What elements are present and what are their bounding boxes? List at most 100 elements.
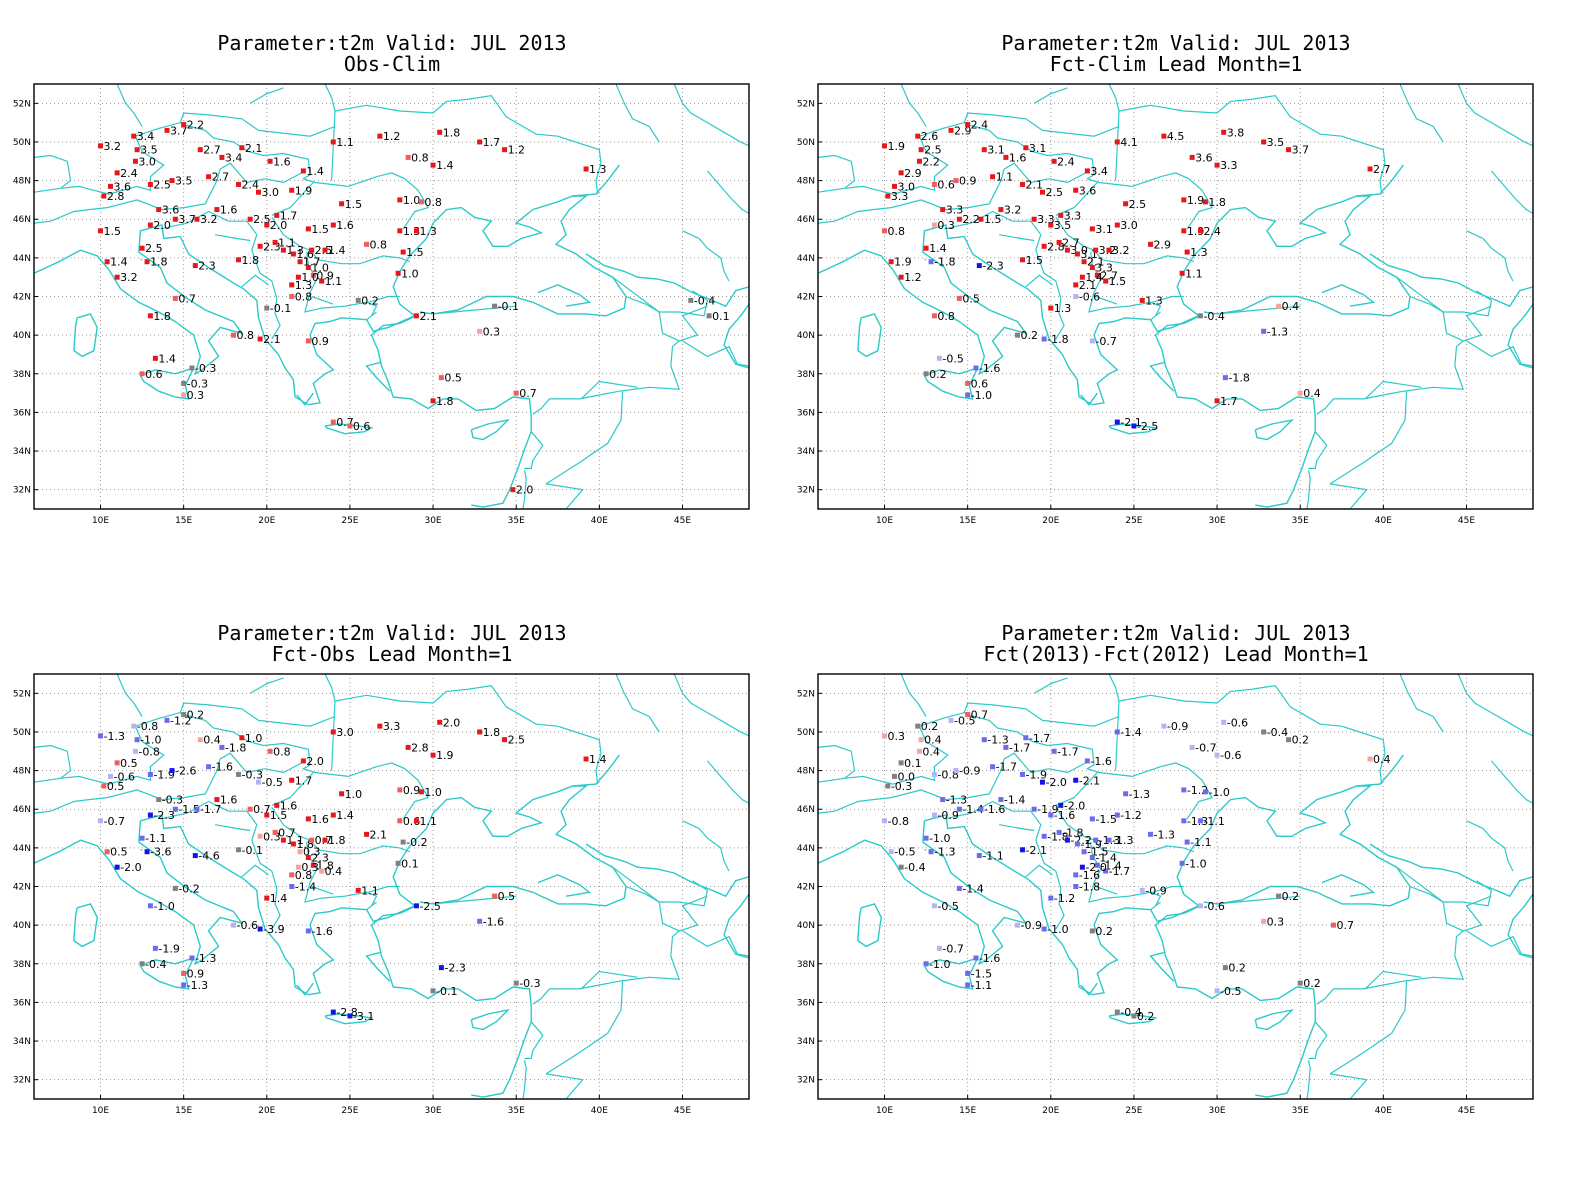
station-square (297, 259, 303, 265)
station-value-label: 0.3 (301, 861, 319, 874)
station-value-label: 0.2 (1021, 329, 1039, 342)
station-value-label: 1.3 (286, 244, 304, 257)
country-border (366, 901, 377, 911)
station-value-label: 0.4 (1373, 753, 1391, 766)
station-value-label: 1.3 (295, 279, 313, 292)
station-value-label: -0.9 (959, 765, 980, 778)
station-value-label: 2.5 (1045, 186, 1063, 199)
station-marker: -1.6 (1073, 869, 1100, 882)
station-value-label: 0.7 (1336, 919, 1354, 932)
lon-tick-label: 10E (876, 1106, 893, 1116)
station-value-label: -1.6 (1090, 755, 1111, 768)
country-border (160, 800, 281, 930)
station-value-label: 3.3 (946, 204, 964, 217)
station-square (309, 247, 315, 253)
station-marker: -1.9 (1020, 768, 1047, 781)
station-square (147, 181, 153, 187)
station-square (898, 170, 904, 176)
station-marker: 2.2 (916, 155, 940, 168)
station-marker: 1.9 (430, 749, 454, 762)
station-marker: 1.9 (1181, 194, 1204, 207)
station-marker: 3.7 (1286, 144, 1309, 157)
station-value-label: -1.4 (962, 803, 983, 816)
station-marker: 0.5 (438, 372, 462, 385)
station-marker: -1.3 (981, 734, 1009, 747)
lat-tick-label: 46N (13, 805, 31, 815)
station-square (915, 723, 921, 729)
station-value-label: 2.4 (242, 178, 260, 191)
station-marker: -2.0 (1079, 861, 1107, 874)
station-square (477, 139, 483, 145)
coastline (585, 843, 749, 898)
station-marker: -1.6 (477, 915, 504, 928)
station-marker: 2.6 (915, 130, 938, 143)
station-marker: 0.5 (114, 757, 138, 770)
station-square (1074, 251, 1080, 257)
station-marker: -0.6 (231, 919, 258, 932)
station-value-label: 2.0 (306, 755, 324, 768)
station-square (1286, 737, 1292, 743)
station-marker: 1.0 (397, 194, 420, 207)
station-value-label: 3.2 (200, 213, 218, 226)
coastline (1080, 392, 1098, 406)
station-square (231, 332, 237, 338)
station-square (882, 228, 888, 234)
station-marker: 0.7 (965, 709, 988, 722)
station-square (1148, 831, 1154, 837)
station-value-label: -0.7 (1195, 741, 1216, 754)
station-marker: -1.3 (1181, 815, 1208, 828)
station-value-label: 0.6 (145, 368, 163, 381)
station-square (976, 263, 982, 269)
station-value-label: 1.6 (273, 155, 291, 168)
station-value-label: -1.6 (979, 362, 1000, 375)
station-marker: 3.3 (885, 190, 908, 203)
station-square (1222, 965, 1228, 971)
station-value-label: 1.9 (295, 184, 313, 197)
station-square (418, 199, 424, 205)
station-square (156, 797, 162, 803)
station-square (931, 771, 937, 777)
station-marker: 0.5 (104, 846, 128, 859)
lon-tick-label: 40E (1375, 516, 1392, 526)
station-square (339, 791, 345, 797)
station-square (147, 222, 153, 228)
station-square (1261, 918, 1267, 924)
station-value-label: 1.9 (894, 256, 912, 269)
station-marker: 0.2 (181, 709, 204, 722)
station-marker: 0.8 (364, 238, 387, 251)
country-border (999, 824, 1035, 832)
station-square (98, 818, 104, 824)
station-value-label: 3.7 (170, 124, 188, 137)
station-marker: 3.8 (1221, 126, 1244, 139)
station-value-label: 0.8 (424, 196, 442, 209)
lat-tick-label: 40N (13, 921, 31, 931)
lon-tick-label: 40E (591, 1106, 608, 1116)
station-square (477, 328, 483, 334)
coastline-borders (34, 84, 749, 509)
station-marker: 1.6 (330, 219, 354, 232)
country-border (1457, 84, 1533, 147)
station-square (194, 806, 200, 812)
lon-tick-label: 40E (1375, 1106, 1392, 1116)
station-marker: 3.4 (219, 151, 242, 164)
station-marker: -1.4 (1089, 852, 1117, 865)
station-square (492, 893, 498, 899)
station-square (1041, 336, 1047, 342)
country-border (1033, 677, 1068, 694)
station-marker: -1.5 (1089, 813, 1117, 826)
station-square (107, 773, 113, 779)
coastline (1108, 423, 1158, 435)
coastline (723, 893, 749, 959)
station-value-label: -1.0 (929, 832, 950, 845)
station-square (1048, 305, 1054, 311)
station-marker: -0.6 (107, 770, 135, 783)
country-border (1316, 885, 1465, 1005)
country-border (682, 820, 730, 872)
country-border (1108, 674, 1120, 702)
station-value-label: 2.9 (904, 167, 922, 180)
station-value-label: -1.1 (145, 832, 166, 845)
station-marker: 2.8 (405, 741, 429, 754)
coastline (572, 164, 620, 197)
station-marker: -1.6 (978, 803, 1005, 816)
station-square (192, 853, 198, 859)
